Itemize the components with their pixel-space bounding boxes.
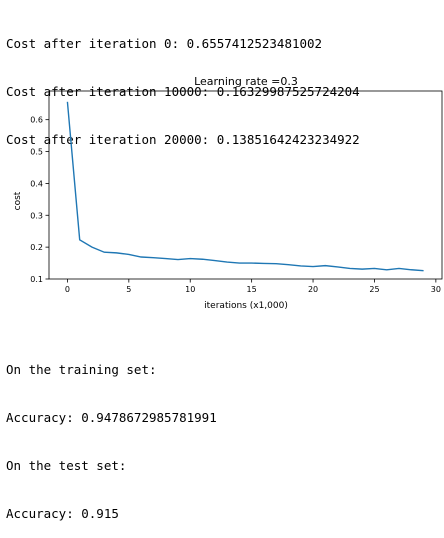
- y-tick-label: 0.2: [30, 243, 43, 252]
- x-tick-label: 0: [65, 285, 70, 294]
- x-tick-label: 30: [431, 285, 441, 294]
- x-tick-label: 10: [185, 285, 195, 294]
- training-log: Cost after iteration 0: 0.65574125234810…: [6, 4, 360, 164]
- cost-series-line: [66, 101, 424, 272]
- y-tick-label: 0.6: [30, 116, 43, 125]
- y-axis-label: cost: [13, 191, 23, 210]
- x-tick-label: 5: [126, 285, 131, 294]
- log-line: Cost after iteration 0: 0.65574125234810…: [6, 36, 323, 51]
- result-line: Accuracy: 0.915: [6, 506, 119, 521]
- y-tick-label: 0.3: [30, 211, 43, 220]
- result-line: Accuracy: 0.9478672985781991: [6, 410, 217, 425]
- y-tick-label: 0.5: [30, 148, 43, 157]
- log-line: Cost after iteration 10000: 0.1632998752…: [6, 84, 360, 99]
- y-axis: 0.1 0.2 0.3 0.4 0.5 0.6: [30, 116, 49, 284]
- results-output: On the training set: Accuracy: 0.9478672…: [6, 330, 217, 538]
- y-tick-label: 0.4: [30, 179, 43, 188]
- result-line: On the test set:: [6, 458, 127, 473]
- x-tick-label: 20: [308, 285, 318, 294]
- chart-title: Learning rate =0.3: [194, 75, 298, 88]
- log-line: Cost after iteration 20000: 0.1385164242…: [6, 132, 360, 147]
- result-line: On the training set:: [6, 362, 157, 377]
- x-tick-label: 25: [369, 285, 379, 294]
- x-axis: 0 5 10 15 20 25 30: [65, 279, 441, 294]
- y-tick-label: 0.1: [30, 275, 43, 284]
- plot-frame: [48, 90, 443, 280]
- x-tick-label: 15: [247, 285, 257, 294]
- x-axis-label: iterations (x1,000): [204, 301, 288, 311]
- cost-chart: Learning rate =0.3 0.1 0.2 0.3 0.4 0.5 0.6 0 5…: [13, 75, 443, 311]
